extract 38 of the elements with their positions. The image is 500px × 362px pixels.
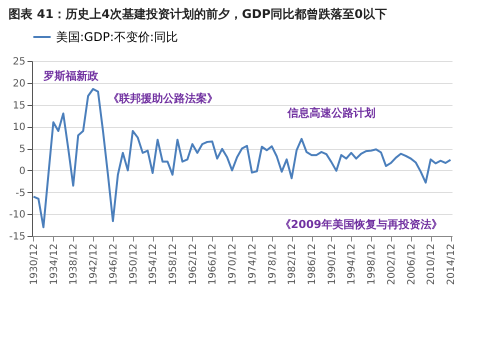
x-tick-label: 2014/12 (446, 244, 458, 286)
y-tick-label: 5 (19, 144, 26, 155)
line-series (32, 88, 452, 228)
x-tick-label: 1982/12 (287, 244, 298, 286)
x-tick-label: 1974/12 (247, 244, 258, 286)
x-tick-label: 1986/12 (307, 244, 318, 286)
x-tick-label: 1998/12 (366, 244, 378, 286)
y-tick-label: -10 (9, 210, 26, 221)
y-tick-label: -15 (9, 232, 26, 242)
legend-label: 美国:GDP:不变价:同比 (56, 30, 178, 44)
x-tick-label: 1958/12 (168, 244, 179, 286)
x-tick-label: 1966/12 (208, 244, 219, 286)
annotation: 罗斯福新政 (42, 69, 100, 82)
x-tick-label: 2002/12 (386, 244, 398, 286)
x-tick-label: 1938/12 (68, 244, 80, 286)
y-tick-label: 15 (12, 100, 26, 112)
annotation: 信息高速公路计划 (286, 106, 376, 120)
x-tick-label: 1934/12 (48, 244, 60, 286)
y-tick-label: 20 (12, 78, 26, 90)
y-tick-label: 25 (12, 56, 26, 68)
y-tick-label: 0 (19, 166, 26, 177)
x-tick-label: 2006/12 (406, 244, 418, 286)
x-tick-label: 1942/12 (88, 244, 100, 286)
annotation: 《2009年美国恢复与再投资法》 (280, 218, 442, 232)
y-tick-label: -5 (16, 188, 26, 199)
x-tick-label: 1930/12 (28, 244, 40, 286)
chart-title: 图表 41：历史上4次基建投资计划的前夕，GDP同比都曾跌落至0以下 (8, 7, 387, 21)
x-tick-label: 1978/12 (267, 244, 278, 286)
x-tick-label: 1970/12 (228, 244, 239, 286)
x-tick-label: 1950/12 (128, 244, 140, 286)
x-tick-label: 1990/12 (326, 244, 338, 286)
annotation: 《联邦援助公路法案》 (108, 92, 218, 106)
x-tick-label: 1946/12 (108, 244, 120, 286)
x-tick-label: 1994/12 (346, 244, 358, 286)
x-tick-label: 2010/12 (426, 244, 438, 286)
x-tick-label: 1962/12 (188, 244, 199, 286)
y-tick-label: 10 (12, 122, 26, 134)
x-tick-label: 1954/12 (148, 244, 160, 286)
